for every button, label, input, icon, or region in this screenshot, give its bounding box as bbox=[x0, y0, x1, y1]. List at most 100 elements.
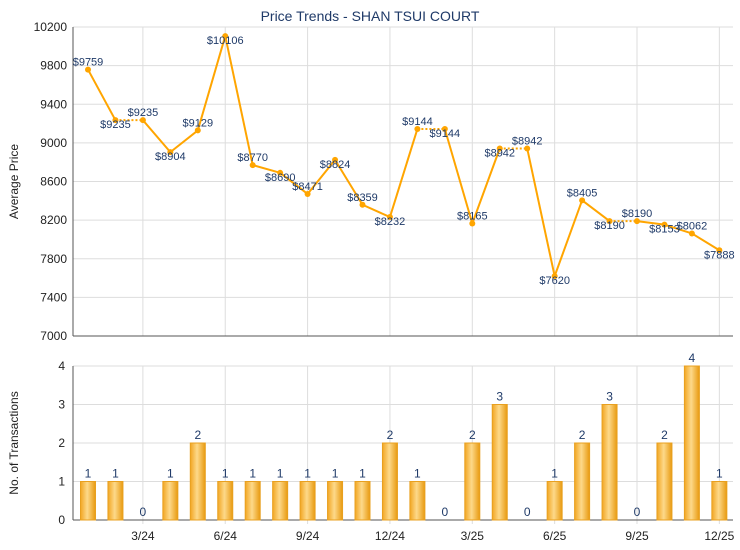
data-label: $8471 bbox=[292, 181, 323, 193]
bar-label: 4 bbox=[689, 351, 696, 365]
line-segment bbox=[334, 159, 364, 206]
bar-label: 1 bbox=[167, 467, 174, 481]
data-label: $9144 bbox=[402, 116, 433, 128]
y-tick-label: 7400 bbox=[40, 290, 67, 304]
data-point bbox=[359, 201, 366, 208]
data-point bbox=[139, 117, 146, 124]
y-axis-label: Average Price bbox=[7, 144, 21, 219]
y-tick-label: 4 bbox=[58, 359, 65, 373]
data-label: $8904 bbox=[155, 151, 186, 163]
data-label: $9235 bbox=[100, 119, 131, 131]
line-segment bbox=[526, 148, 556, 277]
bar bbox=[464, 442, 481, 521]
line-segment bbox=[664, 223, 693, 235]
line-segment bbox=[691, 232, 720, 252]
y-tick-label: 9400 bbox=[40, 97, 67, 111]
data-point bbox=[496, 145, 503, 152]
line-segment bbox=[142, 119, 172, 153]
data-label: $8190 bbox=[622, 208, 653, 220]
bar-label: 2 bbox=[469, 428, 476, 442]
line-segment bbox=[581, 199, 611, 222]
bar-label: 1 bbox=[414, 467, 421, 481]
y-tick-label: 10200 bbox=[34, 20, 68, 34]
data-point bbox=[277, 169, 284, 176]
bar-label: 0 bbox=[442, 505, 449, 519]
line-segment bbox=[252, 164, 281, 174]
data-label: $8405 bbox=[567, 187, 598, 199]
line-segment bbox=[306, 159, 336, 195]
x-tick-label: 9/25 bbox=[625, 529, 649, 543]
bar bbox=[491, 404, 508, 521]
data-point bbox=[386, 214, 393, 221]
bar-label: 1 bbox=[332, 467, 339, 481]
bar bbox=[217, 481, 234, 521]
line-segment bbox=[224, 35, 254, 166]
line-segment bbox=[169, 129, 199, 153]
bar-label: 3 bbox=[496, 390, 503, 404]
data-label: $8232 bbox=[375, 216, 406, 228]
data-point bbox=[606, 218, 613, 225]
data-point bbox=[332, 156, 339, 163]
data-point bbox=[85, 66, 91, 73]
bar-label: 2 bbox=[661, 428, 668, 442]
bar bbox=[574, 442, 591, 521]
x-tick-label: 12/25 bbox=[704, 529, 734, 543]
line-segment bbox=[196, 35, 227, 131]
line-segment bbox=[362, 203, 391, 218]
data-label: $8690 bbox=[265, 172, 296, 184]
y-tick-label: 9000 bbox=[40, 136, 67, 150]
bar bbox=[299, 481, 316, 521]
bar bbox=[409, 481, 426, 521]
data-point bbox=[634, 218, 640, 225]
x-tick-label: 9/24 bbox=[296, 529, 320, 543]
data-point bbox=[469, 220, 476, 227]
line-segment bbox=[87, 69, 117, 121]
y-axis-label: No. of Transactions bbox=[7, 391, 21, 494]
bar-label: 1 bbox=[112, 467, 119, 481]
data-point bbox=[194, 127, 201, 134]
data-label: $8824 bbox=[320, 159, 351, 171]
line-segment bbox=[471, 148, 501, 224]
data-label: $8153 bbox=[649, 224, 680, 236]
bar bbox=[272, 481, 289, 521]
data-point bbox=[688, 230, 695, 237]
data-label: $9129 bbox=[183, 117, 214, 129]
bar bbox=[189, 442, 206, 521]
data-label: $10106 bbox=[207, 35, 244, 47]
y-tick-label: 8200 bbox=[40, 213, 67, 227]
data-point bbox=[167, 149, 174, 156]
bar-label: 2 bbox=[194, 428, 201, 442]
data-label: $7888 bbox=[704, 249, 735, 261]
bar-label: 1 bbox=[277, 467, 284, 481]
data-point bbox=[112, 117, 119, 124]
bar bbox=[162, 481, 179, 521]
bar-label: 0 bbox=[634, 505, 641, 519]
bar bbox=[656, 442, 673, 521]
bar-label: 1 bbox=[551, 467, 558, 481]
y-tick-label: 7800 bbox=[40, 252, 67, 266]
data-label: $9759 bbox=[73, 57, 104, 69]
y-tick-label: 0 bbox=[58, 513, 65, 527]
data-point bbox=[304, 190, 311, 197]
bar-label: 1 bbox=[222, 467, 229, 481]
line-segment bbox=[388, 128, 419, 218]
y-tick-label: 1 bbox=[58, 475, 65, 489]
bar bbox=[354, 481, 371, 521]
bar-label: 2 bbox=[579, 428, 586, 442]
data-point bbox=[249, 162, 256, 169]
data-label: $8770 bbox=[237, 152, 268, 164]
data-point bbox=[716, 247, 723, 254]
data-label: $8190 bbox=[594, 220, 625, 232]
bar bbox=[80, 481, 96, 521]
bar bbox=[381, 442, 398, 521]
bar-label: 2 bbox=[387, 428, 394, 442]
bar-label: 1 bbox=[249, 467, 256, 481]
data-point bbox=[579, 197, 586, 204]
line-segment bbox=[636, 220, 665, 226]
data-point bbox=[222, 33, 229, 40]
line-segment bbox=[279, 172, 309, 195]
data-point bbox=[414, 125, 421, 132]
bar bbox=[107, 481, 124, 521]
